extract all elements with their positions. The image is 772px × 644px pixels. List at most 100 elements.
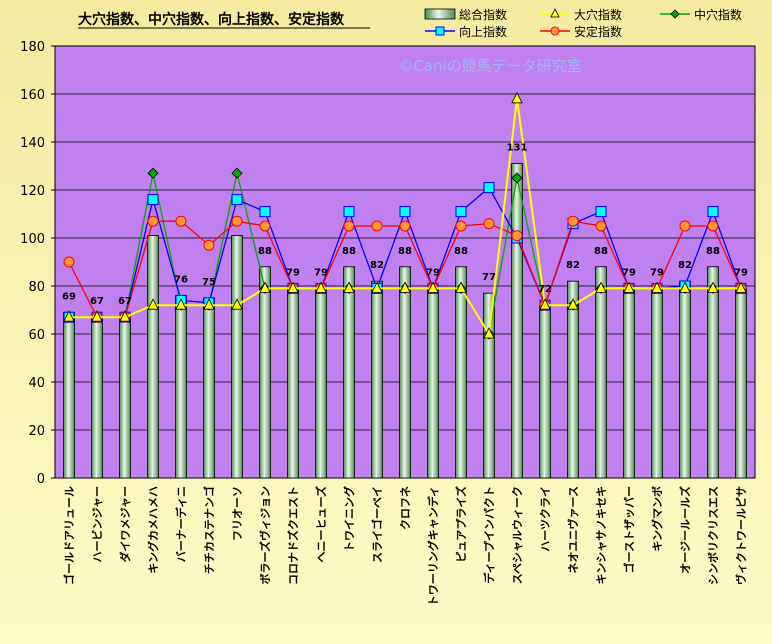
bar (231, 235, 243, 479)
y-tick-label: 0 (37, 472, 45, 487)
point-marker (231, 194, 243, 206)
point-marker (679, 281, 691, 293)
y-tick-label: 40 (28, 376, 45, 391)
x-tick-label: キングマンボ (650, 486, 664, 552)
point-marker (259, 206, 271, 218)
bar (483, 292, 495, 479)
x-tick-label: ハービンジャー (90, 486, 104, 562)
point-marker (550, 8, 560, 18)
bar (91, 316, 103, 479)
point-marker (707, 220, 719, 232)
point-marker (707, 206, 719, 218)
bar (455, 266, 467, 479)
point-marker (539, 298, 551, 310)
point-marker (435, 26, 445, 36)
point-marker (259, 220, 271, 232)
bar-value-label: 79 (734, 267, 748, 278)
line-series (63, 91, 747, 340)
x-tick-label: スペシャルウィーク (511, 486, 524, 584)
x-tick-label: バーナーディニ (174, 486, 188, 562)
x-tick-label: オージールールズ (678, 486, 692, 574)
x-tick-label: ボラーズヴィジョン (258, 486, 272, 584)
bar (567, 280, 579, 479)
bar-value-label: 72 (538, 284, 552, 295)
grid-lines (54, 45, 756, 479)
bar-value-label: 76 (174, 275, 188, 286)
bar (623, 287, 635, 479)
bar (427, 287, 439, 479)
bar-value-label: 88 (454, 246, 468, 257)
point-marker (670, 9, 680, 19)
point-marker (511, 172, 523, 184)
bar-value-label: 88 (258, 246, 272, 257)
bar (371, 280, 383, 479)
y-tick-label: 20 (28, 424, 45, 439)
point-marker (483, 182, 495, 194)
point-marker (231, 298, 243, 310)
point-marker (595, 206, 607, 218)
legend-label: 大穴指数 (574, 7, 622, 22)
bar-series (63, 163, 747, 479)
x-tick-label: ディープインパクト (482, 486, 496, 584)
point-marker (63, 256, 75, 268)
x-tick-label: クロフネ (399, 486, 412, 530)
y-tick-label: 60 (28, 328, 45, 343)
point-marker (203, 239, 215, 251)
bar-value-label: 88 (342, 246, 356, 257)
point-marker (259, 281, 271, 293)
x-tick-label: ゴーストザッパー (622, 486, 636, 573)
series-triangle (63, 91, 747, 339)
bar-value-label: 75 (202, 277, 216, 288)
bar (735, 287, 747, 479)
y-tick-label: 180 (20, 40, 45, 55)
bar (259, 266, 271, 479)
legend-entry: 総合指数 (424, 7, 507, 22)
x-tick-label: ネオユニヴァース (566, 486, 580, 573)
point-marker (567, 215, 579, 227)
chart-title: 大穴指数、中穴指数、向上指数、安定指数 (78, 11, 345, 28)
x-tick-label: チチカステナンゴ (202, 486, 216, 574)
point-marker (63, 310, 75, 322)
bar (595, 266, 607, 479)
point-marker (399, 281, 411, 293)
point-marker (147, 215, 159, 227)
point-marker (231, 215, 243, 227)
bar-value-labels: 69 67 67 76 75 88 79 79 88 82 88 79 88 77 131 72 82 88 79 7… (62, 143, 748, 308)
point-marker (455, 281, 467, 293)
bar-value-label: 67 (118, 296, 132, 307)
bar (315, 287, 327, 479)
point-marker (651, 281, 663, 293)
legend-entry: 安定指数 (540, 24, 622, 39)
point-marker (427, 281, 439, 293)
bar (175, 295, 187, 479)
bar-value-label: 79 (426, 267, 440, 278)
legend-entry: 向上指数 (425, 24, 507, 39)
watermark: ©Caniの競馬データ研究室 (398, 57, 581, 75)
y-tick-label: 80 (28, 280, 45, 295)
x-tick-label: シンボリクリスエス (706, 486, 720, 585)
y-tick-label: 140 (20, 136, 45, 151)
x-tick-label: フリオーソ (231, 486, 244, 541)
bar (679, 280, 691, 479)
point-marker (399, 206, 411, 218)
point-marker (455, 206, 467, 218)
legend-label: 向上指数 (459, 24, 507, 39)
point-marker (315, 281, 327, 293)
bar-value-label: 88 (398, 246, 412, 257)
bar-value-label: 79 (622, 267, 636, 278)
point-marker (483, 218, 495, 230)
point-marker (147, 194, 159, 206)
point-marker (483, 327, 495, 339)
point-marker (595, 281, 607, 293)
bar-value-label: 82 (566, 260, 580, 271)
bar (707, 266, 719, 479)
x-tick-label: コロナドズクエスト (286, 486, 300, 585)
bar-value-label: 79 (286, 267, 300, 278)
bar (651, 287, 663, 479)
x-tick-label: ゴールドアリュール (62, 486, 76, 585)
bar-value-label: 82 (370, 260, 384, 271)
point-marker (707, 281, 719, 293)
legend-label: 中穴指数 (694, 7, 742, 22)
legend-swatch (424, 8, 456, 20)
